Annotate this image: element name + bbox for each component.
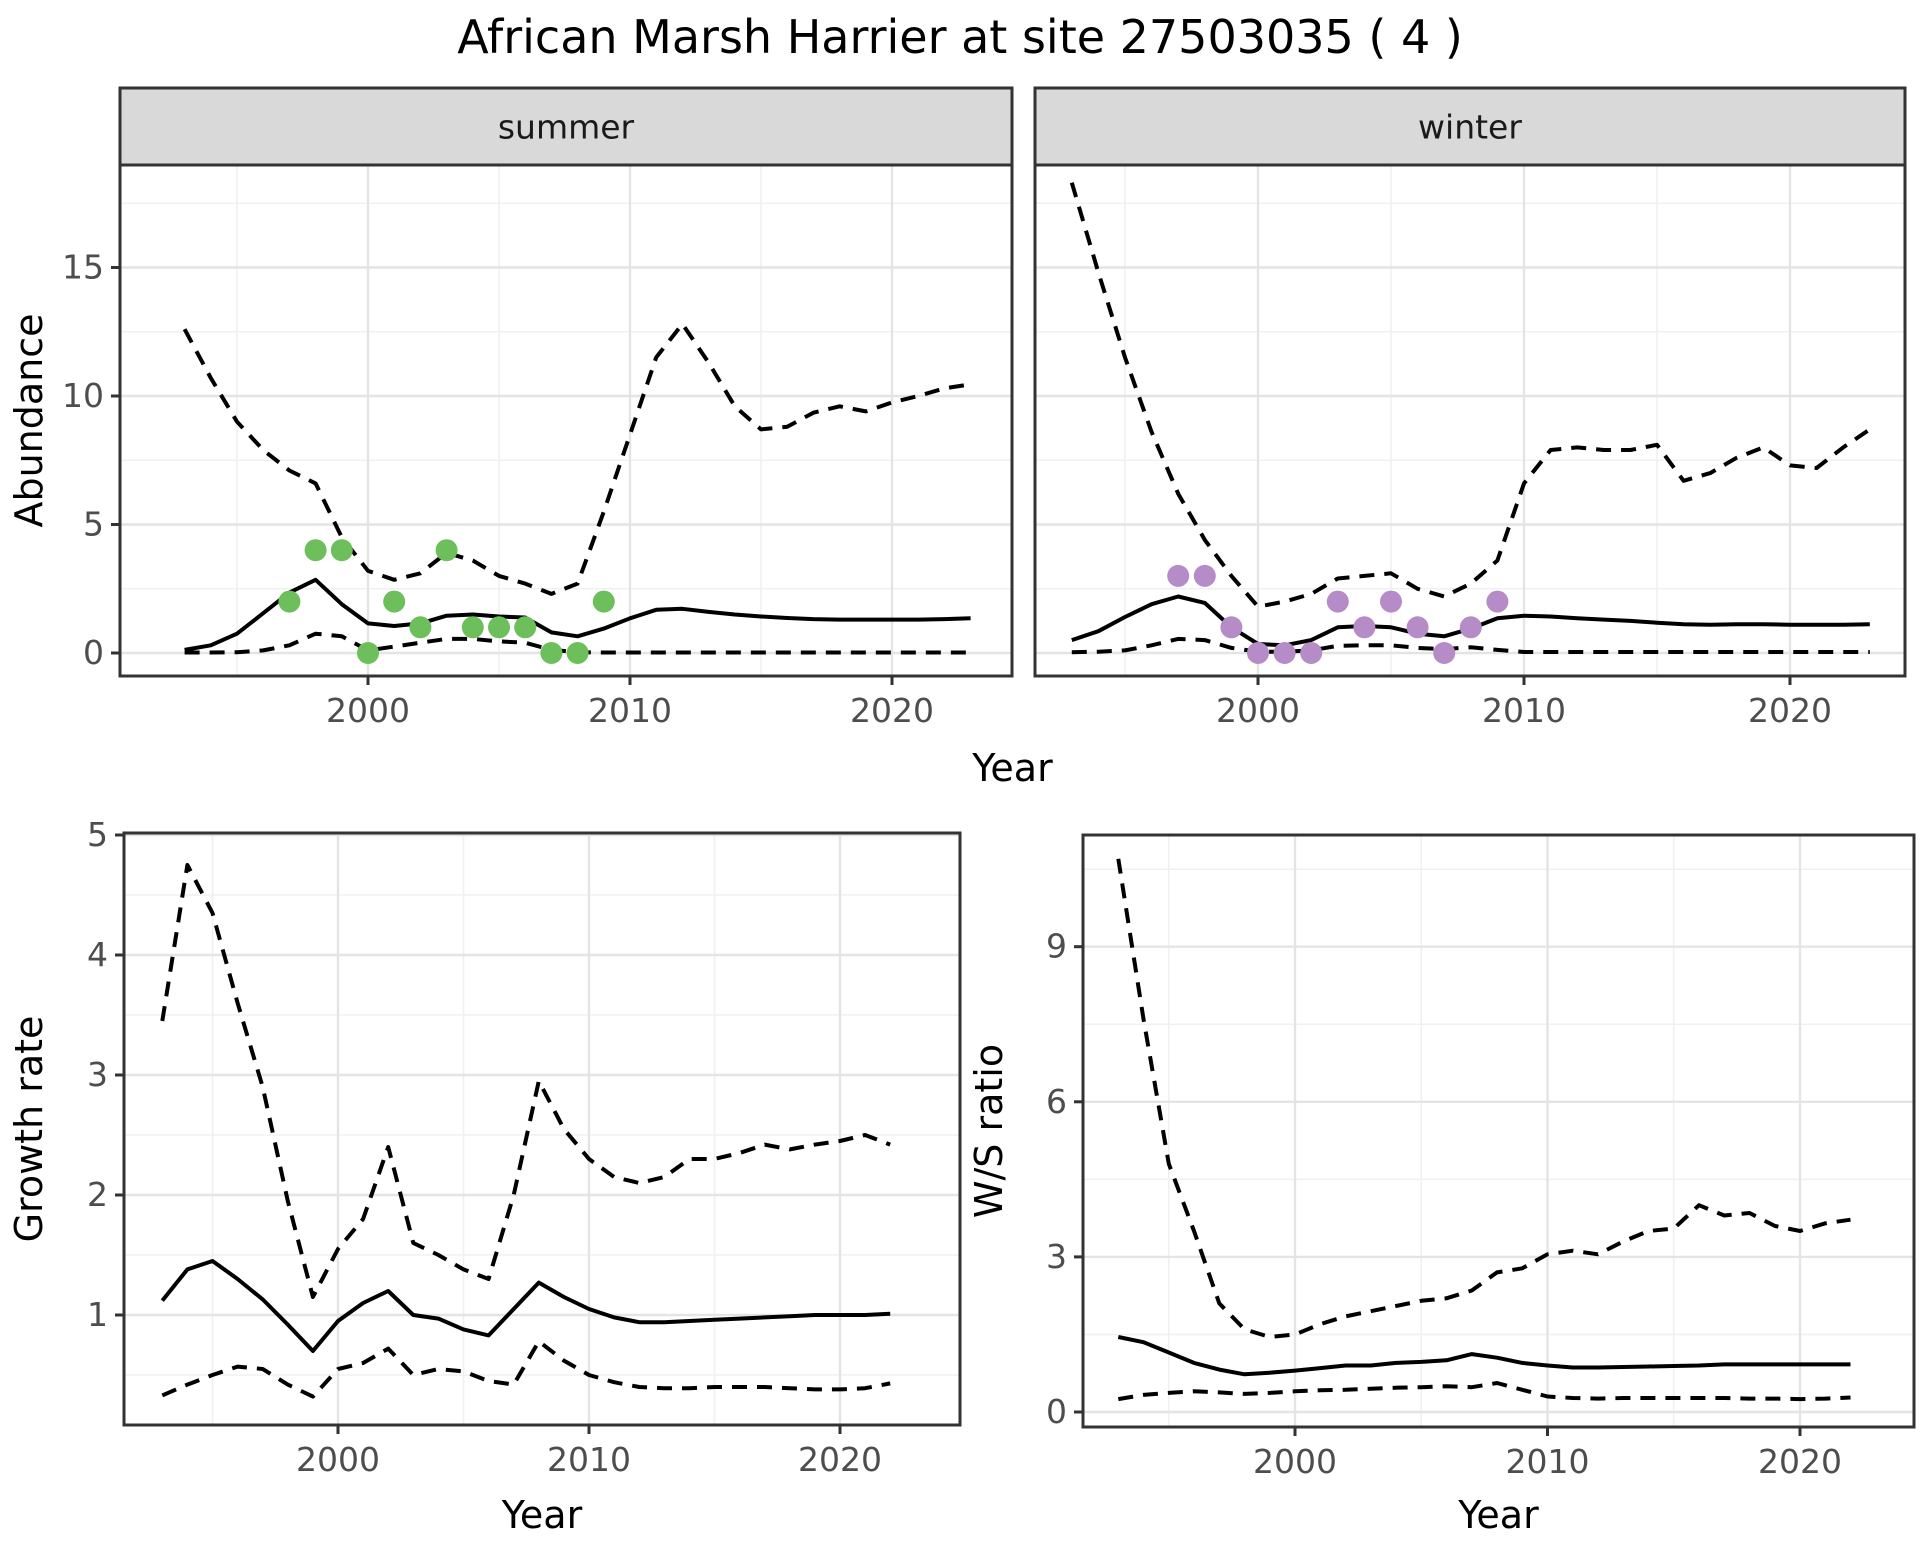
x-axis-tick-label: 2020 [798, 1440, 882, 1479]
y-axis-tick-label: 6 [1046, 1082, 1067, 1121]
chart-title: African Marsh Harrier at site 27503035 (… [457, 10, 1463, 64]
panel-border [122, 831, 962, 1427]
y-axis-tick-label: 3 [87, 1055, 108, 1094]
y-axis-tick-label: 10 [62, 376, 104, 415]
y-axis-tick-label: 3 [1046, 1237, 1067, 1276]
x-axis-tick-label: 2000 [1253, 1442, 1337, 1481]
lower_95ci-line [1117, 1381, 1851, 1402]
observation-point [1486, 590, 1509, 613]
year-axis-title-top: Year [971, 746, 1053, 790]
fit-line [184, 577, 971, 652]
facet-strip-label: summer [498, 108, 635, 147]
observation-point [514, 616, 537, 639]
panel-growth_rate: 2000 2010 2020 1 2 3 4 5 [87, 815, 962, 1479]
x-axis-tick-label: 2020 [850, 691, 934, 730]
ws-ratio-axis-title: W/S ratio [967, 1044, 1011, 1218]
observation-point [461, 616, 484, 639]
y-axis-tick-label: 0 [83, 633, 104, 672]
panel-abundance_winter: winter 2000 2010 2020 [1033, 86, 1907, 730]
y-axis-tick-label: 5 [83, 505, 104, 544]
observation-point [304, 539, 327, 562]
x-axis-tick-label: 2010 [547, 1440, 631, 1479]
x-axis-tick-label: 2010 [588, 691, 672, 730]
observation-point [1459, 616, 1482, 639]
y-axis-tick-label: 5 [87, 815, 108, 854]
x-axis-tick-label: 2010 [1506, 1442, 1590, 1481]
observation-point [1326, 590, 1349, 613]
panel-ws_ratio: 2000 2010 2020 0 3 6 9 [1046, 833, 1916, 1481]
y-axis-tick-label: 9 [1046, 927, 1067, 966]
observation-point [1220, 616, 1243, 639]
observation-point [1167, 564, 1190, 587]
panel-background [1083, 835, 1914, 1427]
observation-point [1433, 642, 1456, 664]
x-axis-tick-label: 2000 [326, 691, 410, 730]
lower_95ci-line [1071, 636, 1870, 655]
panel-background [124, 833, 960, 1425]
observation-point [1406, 616, 1429, 639]
facet-strip-label: winter [1418, 108, 1522, 147]
observation-point [357, 642, 379, 664]
fit-line [160, 1259, 891, 1353]
observation-point [1380, 590, 1402, 613]
observation-point [435, 539, 458, 562]
panel-abundance_summer: summer 2000 2010 2020 0 5 10 15 [62, 86, 1014, 730]
y-axis-tick-label: 1 [87, 1295, 108, 1334]
observation-point [278, 590, 301, 613]
observation-point [383, 590, 406, 613]
y-axis-tick-label: 0 [1046, 1392, 1067, 1431]
upper_95ci-line [1116, 858, 1851, 1339]
y-axis-tick-label: 15 [62, 248, 104, 287]
observation-point [1193, 564, 1216, 587]
year-axis-title-ws: Year [1457, 1493, 1539, 1537]
year-axis-title-growth: Year [501, 1493, 583, 1537]
observation-point [1300, 642, 1323, 664]
observation-point [1247, 642, 1269, 664]
observation-point [330, 539, 353, 562]
panel-background [120, 165, 1012, 676]
lower_95ci-line [161, 1339, 891, 1399]
x-axis-tick-label: 2020 [1748, 691, 1832, 730]
growth-rate-axis-title: Growth rate [7, 1016, 51, 1243]
observation-point [1273, 642, 1296, 664]
y-axis-tick-label: 4 [87, 935, 108, 974]
x-axis-tick-label: 2020 [1758, 1442, 1842, 1481]
observation-point [1353, 616, 1376, 639]
x-axis-tick-label: 2010 [1482, 691, 1566, 730]
upper_95ci-line [160, 863, 891, 1299]
panel-background [1035, 165, 1905, 676]
observation-point [488, 616, 510, 639]
x-axis-tick-label: 2000 [296, 1440, 380, 1479]
y-axis-tick-label: 2 [87, 1175, 108, 1214]
facet-strip [1033, 86, 1907, 167]
x-axis-tick-label: 2000 [1216, 691, 1300, 730]
panel-border [1081, 833, 1916, 1429]
upper_95ci-line [1069, 182, 1871, 609]
fit-line [1117, 1335, 1851, 1377]
upper_95ci-line [182, 322, 971, 596]
observation-point [566, 642, 589, 664]
abundance-axis-title: Abundance [7, 313, 51, 527]
observation-point [409, 616, 432, 639]
observation-point [592, 590, 615, 613]
facet-strip [118, 86, 1014, 167]
observation-point [540, 642, 563, 664]
